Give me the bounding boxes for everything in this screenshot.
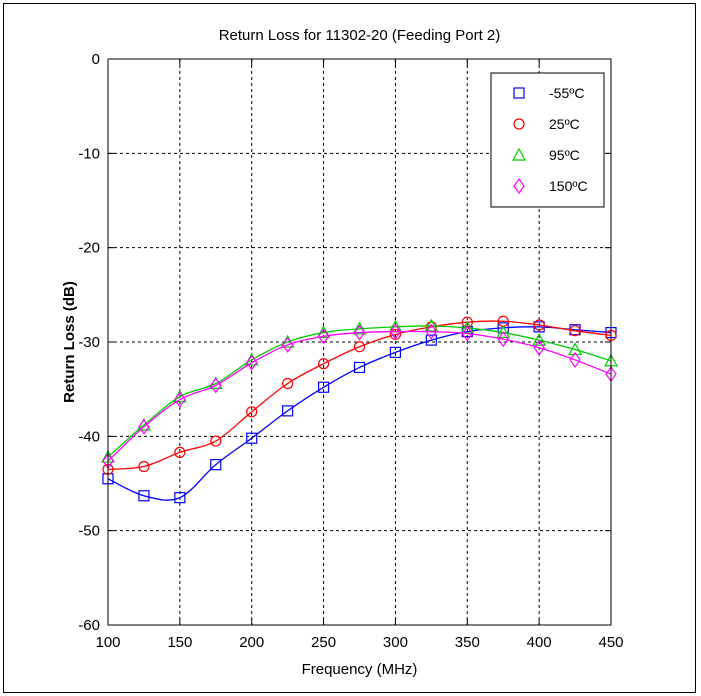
chart-frame: Return Loss for 11302-20 (Feeding Port 2… [3, 3, 696, 693]
data-point [532, 332, 547, 346]
data-point [138, 418, 150, 435]
y-tick-label: 0 [92, 51, 100, 68]
data-point [569, 351, 581, 368]
data-point [352, 321, 367, 335]
data-point [424, 318, 439, 332]
y-tick-label: -30 [78, 334, 100, 351]
data-point [569, 325, 581, 337]
data-point [353, 361, 366, 374]
data-point [174, 391, 186, 408]
legend-marker [513, 118, 525, 130]
data-point [138, 460, 150, 473]
line-chart: Return Loss for 11302-20 (Feeding Port 2… [61, 27, 624, 678]
series-line [107, 326, 612, 501]
data-point [389, 323, 402, 340]
data-point [246, 406, 258, 418]
legend-label: -55ºC [549, 85, 584, 101]
data-point [246, 432, 258, 444]
data-point [496, 325, 511, 339]
grid-lines [108, 59, 611, 625]
data-point [210, 377, 222, 394]
data-point [174, 446, 186, 458]
data-point [533, 319, 545, 331]
data-point [174, 492, 186, 504]
data-point [317, 381, 330, 393]
data-point [497, 331, 509, 348]
legend-box [490, 72, 605, 208]
x-tick-label: 450 [598, 634, 623, 651]
data-point [210, 459, 222, 471]
x-tick-label: 100 [95, 634, 120, 651]
data-point [568, 342, 583, 356]
data-point [138, 490, 150, 502]
data-point [460, 320, 475, 334]
legend-marker [513, 87, 525, 99]
data-point [533, 339, 545, 356]
series-line [107, 325, 612, 458]
y-tick-label: -40 [78, 428, 100, 445]
x-tick-label: 150 [167, 634, 192, 651]
y-tick-label: -20 [78, 240, 100, 257]
y-tick-label: -50 [78, 523, 100, 540]
data-point [317, 358, 330, 370]
data-point [282, 405, 294, 417]
legend-marker [511, 147, 527, 161]
y-tick-label: -10 [78, 145, 100, 162]
series-line [107, 330, 612, 462]
legend: -55ºC 25ºC 95ºC 150ºC [490, 72, 605, 208]
data-point [353, 341, 366, 353]
x-tick-label: 200 [239, 634, 264, 651]
x-tick-label: 400 [527, 634, 552, 651]
data-point [425, 323, 438, 340]
x-tick-label: 300 [383, 634, 408, 651]
legend-label: 150ºC [549, 178, 588, 194]
series-4 [102, 323, 617, 469]
data-point [317, 328, 330, 345]
data-point [353, 324, 366, 341]
chart-title: Return Loss for 11302-20 (Feeding Port 2… [219, 27, 501, 44]
y-axis-label: Return Loss (dB) [61, 281, 78, 403]
axis-ticks: 100 150 200 250 300 350 400 450 0 -10 -20 -30 -40 -50… [78, 51, 623, 651]
data-point [245, 354, 258, 371]
data-point [281, 336, 294, 353]
data-point [316, 325, 331, 339]
data-point [282, 377, 294, 390]
legend-label: 95ºC [549, 147, 580, 163]
series-line [107, 320, 612, 470]
legend-marker [513, 177, 525, 195]
x-tick-label: 250 [311, 634, 336, 651]
series-2 [102, 315, 617, 475]
x-tick-label: 350 [455, 634, 480, 651]
x-axis-label: Frequency (MHz) [302, 661, 418, 678]
series-group [100, 315, 619, 504]
data-point [389, 346, 402, 358]
data-point [210, 435, 222, 447]
data-point [461, 325, 474, 342]
data-point [425, 334, 437, 346]
y-tick-label: -60 [78, 617, 100, 634]
legend-label: 25ºC [549, 116, 580, 132]
